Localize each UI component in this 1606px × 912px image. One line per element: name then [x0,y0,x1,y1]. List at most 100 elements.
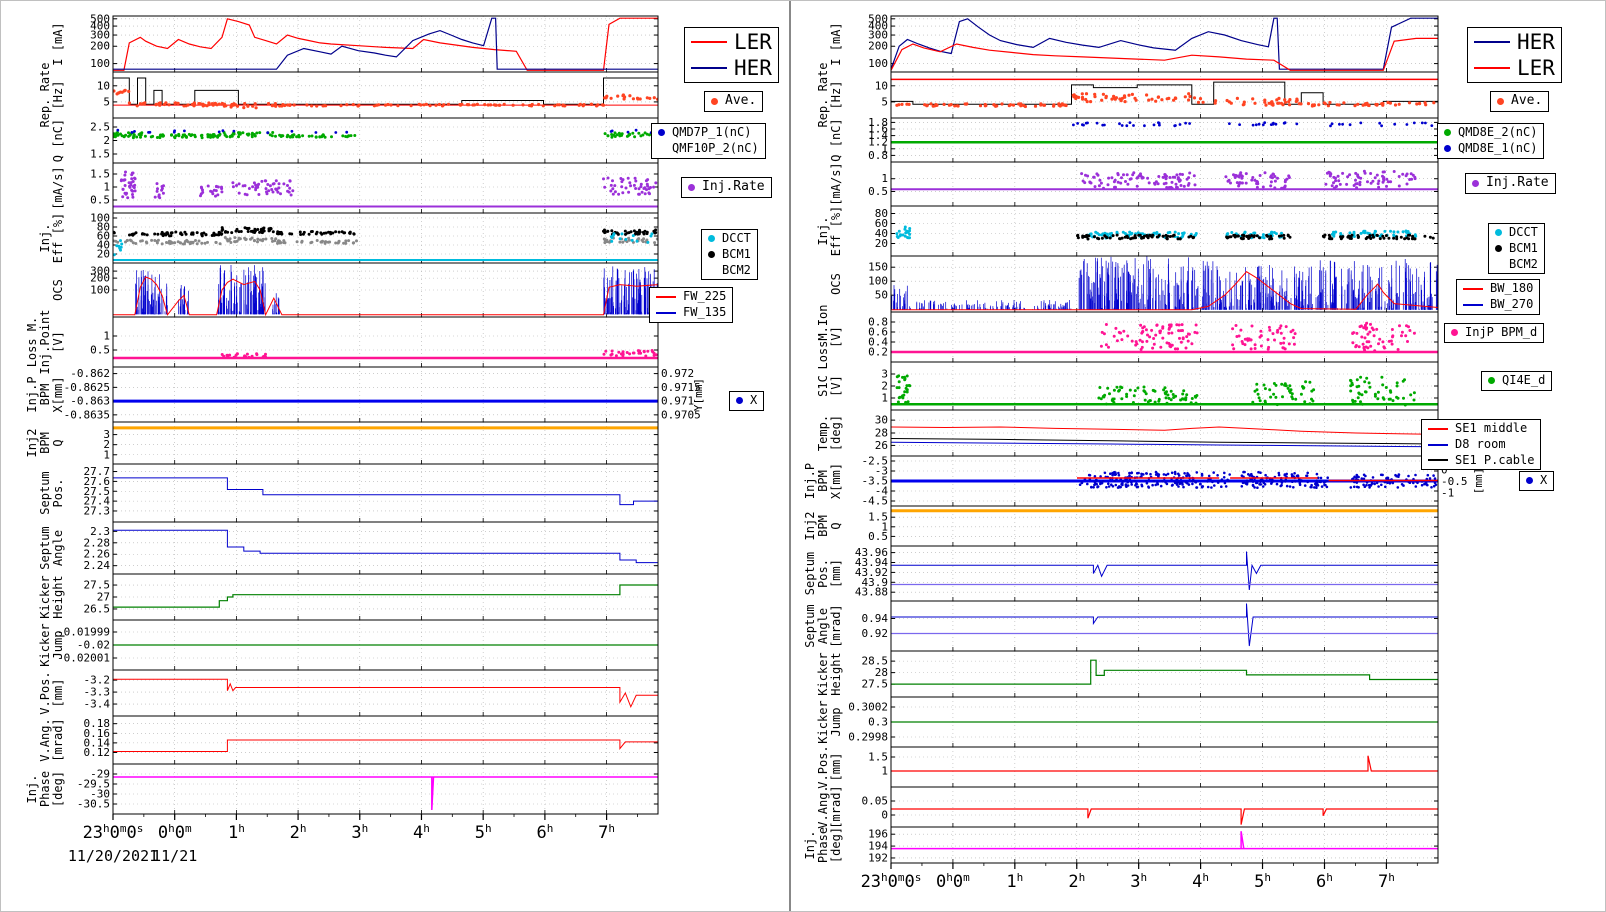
legend-box: X [1519,471,1555,491]
y-tick-label: 43.94 [855,556,888,569]
legend-item: FW_135 [656,304,727,320]
y-tick-label: 80 [97,221,110,234]
y-axis-label: [deg] [829,415,843,451]
y-tick-label: 0.4 [868,336,888,349]
y-tick-label: 43.96 [855,546,888,559]
y-tick-label: 100 [90,284,110,297]
legend-line-swatch [691,41,727,44]
y-axis-label: OCS [51,279,65,301]
y-axis-label: X[mm] [829,463,843,499]
y-axis-label: Inj.P [25,376,39,412]
subplot-inj2-bpm-q: 1.510.5 Inj2 BPM Q [803,505,1439,547]
y-tick-label: 0.8 [868,149,888,162]
y-axis-label: Septum [38,471,52,514]
legend-item: BW_270 [1463,297,1533,312]
subplot-charge: 1.81.61.41.210.8 Q [nC] [829,116,1439,163]
legend-item: QI4E_d [1488,373,1545,388]
y-tick-label: -3 [875,465,888,478]
right-tick-label: 0.972 [661,367,694,380]
y-axis-label: Kicker [816,652,830,695]
x-tick-label: 3h [351,822,368,843]
y-tick-label: 100 [868,275,888,288]
y-tick-label: 2.28 [84,536,111,549]
y-tick-label: 150 [868,261,888,274]
legend-dot-swatch [688,183,695,191]
legend-item: BCM1 [1495,241,1538,256]
y-axis-label: Temp. [816,415,830,451]
subplot-v-ang: 0.180.160.140.12 V.Ang. [mrad] [38,715,659,765]
y-tick-label: 100 [90,57,110,70]
y-axis-label: Height [829,652,843,695]
legend-dot-swatch [708,251,715,259]
y-axis-label: [V] [829,375,843,397]
legend-box: BW_180 BW_270 [1456,279,1541,315]
y-tick-label: 27.7 [84,465,111,478]
y-axis-label: Inj.P [803,463,817,499]
legend-label: Inj.Rate [702,179,765,194]
y-axis-label: [deg] [51,771,65,807]
y-axis-label: V.Pos. [816,745,830,788]
legend-label: SE1 P.cable [1455,452,1535,467]
legend-label: QMD8E_1(nC) [1458,140,1538,155]
x-tick-label: 3h [1130,871,1147,892]
y-tick-label: 27.5 [862,678,889,691]
y-axis-label: Jump [829,708,843,737]
y-axis-label: Pos. [816,559,830,588]
legend-label: HER [734,56,772,81]
legend-label: SE1 middle [1455,421,1528,435]
legend-dot-swatch [1451,329,1458,337]
legend-item: X [1526,473,1547,488]
legend-label: FW_135 [683,304,727,319]
legend-box: HER LER [1467,27,1562,84]
legend-item: QMD8E_2(nC) [1444,125,1537,140]
y-axis-label: Kicker [816,700,830,743]
y-axis-label: Angle [51,530,65,566]
legend-box: SE1 middle D8 room SE1 P.cable [1421,419,1542,471]
y-tick-label: 2 [103,438,110,451]
legend-item: HER [691,56,772,80]
x-tick-label: 23h0m0s [83,822,144,843]
y-tick-label: 26.5 [84,602,111,615]
legend-label: HER [1517,30,1555,54]
y-tick-label: 2.26 [84,548,111,561]
y-axis-label: [V] [829,326,843,348]
legend-box: DCCT BCM1 BCM2 [701,229,758,281]
legend-dot-swatch [1444,129,1451,137]
y-axis-label: [mA/s] [829,162,843,205]
legend-dot-swatch [1526,477,1533,485]
y-axis-label: Phase [38,771,52,807]
y-axis-label: Height [51,575,65,618]
y-axis-label: [Hz] [51,81,65,110]
y-tick-label: 28 [875,666,888,679]
y-tick-label: -0.862 [70,367,110,380]
legend-item: BCM1 [708,247,751,262]
right-tick-label: 0.971 [661,395,694,408]
legend-dot-swatch [1444,145,1451,153]
legend-item: SE1 P.cable [1428,452,1535,468]
y-tick-label: 0.5 [868,530,888,543]
legend-box: QI4E_d [1481,371,1553,391]
legend-box: FW_225 FW_135 [649,287,734,323]
y-axis-label: Phase [816,827,830,863]
y-axis-label: [mrad] [829,785,843,828]
y-axis-label: Q [nC] [51,119,65,162]
y-axis-label: [mrad] [829,604,843,647]
y-tick-label: 0.8 [868,316,888,329]
y-tick-label: 40 [97,239,110,252]
y-axis-label: BPM [38,432,52,454]
y-axis-label: Q [51,439,65,446]
subplot-inj-point: 10.5 Loss M. Inj.Point [V] [25,309,659,375]
x-tick-label: 1h [1006,871,1023,892]
y-axis-label: I [mA] [829,22,843,65]
legend-item: Ave. [1497,93,1542,109]
y-tick-label: 1.6 [868,123,888,136]
y-tick-label: 3 [103,428,110,441]
y-axis-label: Pos. [51,479,65,508]
